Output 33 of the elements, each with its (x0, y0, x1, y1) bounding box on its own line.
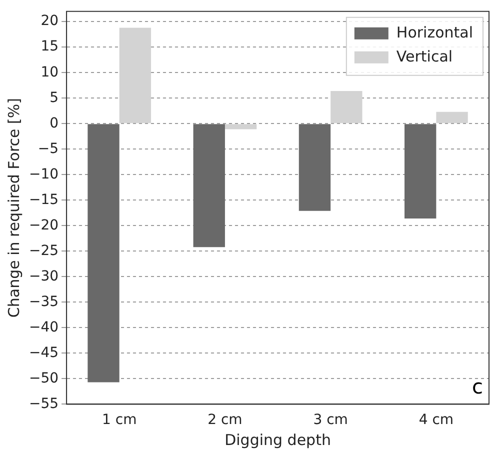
x-tick-label: 2 cm (208, 412, 242, 428)
y-tick-label: −35 (29, 294, 59, 310)
x-tick-label: 3 cm (313, 412, 348, 428)
y-tick-label: 5 (50, 90, 59, 106)
y-tick-label: 15 (40, 38, 59, 55)
legend-label: Horizontal (396, 23, 474, 42)
annotation: c (472, 374, 483, 398)
y-tick-label: 10 (40, 64, 59, 80)
bar (88, 124, 120, 382)
y-tick-label: −40 (29, 319, 59, 336)
y-tick-label: −10 (29, 166, 59, 182)
bar (404, 124, 436, 219)
bar (436, 112, 468, 124)
y-tick-label: −20 (29, 217, 59, 234)
x-tick-label: 1 cm (102, 412, 137, 428)
bar (119, 28, 152, 124)
bar (330, 90, 362, 124)
y-tick-label: 20 (40, 13, 59, 30)
bar (298, 124, 331, 211)
y-tick-label: −55 (29, 396, 59, 412)
y-tick-label: −25 (29, 242, 59, 259)
y-tick-label: 0 (50, 115, 59, 132)
x-tick-label: 4 cm (418, 412, 454, 428)
y-tick-label: −30 (29, 268, 59, 284)
legend-label: Vertical (396, 47, 453, 66)
y-tick-label: −5 (38, 140, 59, 157)
y-tick-label: −50 (29, 370, 59, 386)
x-axis-title: Digging depth (224, 430, 331, 449)
y-tick-label: −15 (29, 192, 59, 208)
bar (193, 124, 225, 248)
y-tick-label: −45 (29, 344, 59, 361)
y-axis-title: Change in required Force [%] (4, 98, 23, 318)
bar (224, 124, 257, 130)
